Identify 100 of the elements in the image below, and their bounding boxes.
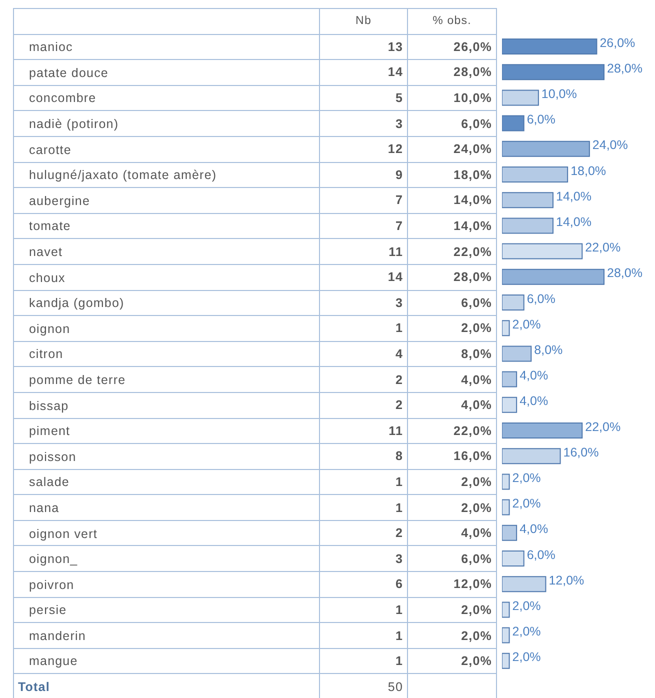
text: 16,0% — [563, 444, 599, 459]
data-label: 10,0% — [408, 85, 496, 111]
text: 2,0% — [512, 496, 541, 510]
text: 4,0% — [520, 394, 548, 408]
data-label: 6,0% — [408, 290, 496, 316]
text: 3 — [320, 290, 408, 316]
bar — [502, 601, 510, 618]
text: 2 — [320, 366, 408, 392]
bar — [502, 320, 510, 336]
text: 6 — [320, 572, 408, 598]
text: 14,0% — [556, 188, 592, 203]
data-label: 12,0% — [408, 572, 496, 598]
text: 4 — [320, 341, 408, 367]
y-tick-label: carotte — [29, 142, 72, 157]
text: 22,0% — [585, 240, 621, 254]
data-label: 6,0% — [408, 110, 496, 136]
data-label: 26,0% — [408, 34, 496, 60]
y-tick-label: manioc — [29, 40, 73, 54]
text: 18,0% — [570, 163, 606, 178]
bar — [502, 89, 539, 106]
text: 13 — [320, 34, 408, 60]
text: 2,0% — [512, 650, 541, 664]
text: 2,0% — [512, 470, 541, 485]
text: 2,0% — [512, 624, 541, 638]
bar — [502, 217, 554, 234]
bar — [502, 498, 510, 515]
bar — [502, 166, 568, 182]
text: 11 — [320, 238, 408, 264]
y-tick-label: navet — [29, 244, 63, 259]
y-tick-label: oignon_ — [29, 552, 78, 566]
text: 24,0% — [592, 138, 628, 152]
y-tick-label: bissap — [29, 398, 69, 413]
bar — [502, 422, 583, 438]
text: 6,0% — [526, 547, 556, 562]
y-tick-label: hulugné/jaxato (tomate amère) — [29, 168, 217, 182]
bar — [502, 345, 532, 362]
text: 8 — [320, 444, 408, 470]
y-tick-label: citron — [29, 347, 64, 362]
text: 4,0% — [520, 368, 548, 382]
text: 7 — [320, 213, 408, 239]
data-label: 14,0% — [408, 213, 496, 239]
text: Total — [14, 674, 320, 698]
text: 12,0% — [548, 572, 584, 587]
data-label: 16,0% — [408, 444, 496, 470]
y-tick-label: aubergine — [29, 194, 90, 208]
bar — [502, 140, 590, 156]
text: 5 — [320, 85, 408, 111]
bar — [502, 114, 524, 131]
text: 2 — [320, 392, 408, 418]
bar — [502, 38, 598, 54]
data-label: 2,0% — [408, 494, 496, 520]
data-label: 24,0% — [408, 136, 496, 162]
bar — [502, 396, 518, 412]
text: 14 — [320, 264, 408, 290]
y-tick-label: pomme de terre — [29, 372, 126, 387]
bar — [502, 192, 554, 208]
text: 3 — [320, 110, 408, 136]
text: 2,0% — [512, 598, 541, 613]
text: 2 — [320, 520, 408, 546]
text: % obs. — [408, 8, 496, 34]
text: 28,0% — [607, 266, 642, 280]
y-tick-label: choux — [29, 270, 66, 285]
text: 1 — [320, 469, 408, 495]
data-label: 2,0% — [408, 469, 496, 495]
data-label: 28,0% — [408, 60, 496, 86]
y-tick-label: tomate — [29, 219, 71, 234]
text: 14 — [320, 60, 408, 86]
data-label: 22,0% — [408, 418, 496, 444]
data-label: 4,0% — [408, 392, 496, 418]
data-label: 2,0% — [408, 648, 496, 674]
data-label: 4,0% — [408, 520, 496, 546]
text: 8,0% — [534, 342, 563, 357]
data-label: 2,0% — [408, 622, 496, 648]
bar — [502, 524, 518, 540]
bar — [502, 370, 518, 387]
y-tick-label: persie — [29, 603, 67, 618]
data-label: 22,0% — [408, 238, 496, 264]
y-tick-label: salade — [29, 475, 70, 490]
text: 9 — [320, 162, 408, 188]
text: 7 — [320, 188, 408, 214]
text: 6,0% — [526, 291, 556, 306]
y-tick-label: poivron — [29, 578, 74, 592]
y-tick-label: piment — [29, 424, 70, 438]
data-label: 14,0% — [408, 188, 496, 214]
bar — [502, 268, 604, 284]
bar — [502, 64, 604, 80]
text: 26,0% — [600, 35, 636, 50]
bar — [502, 242, 583, 259]
text: 1 — [320, 622, 408, 648]
text: 11 — [320, 418, 408, 444]
data-label: 4,0% — [408, 366, 496, 392]
bar — [502, 652, 510, 668]
data-label: 6,0% — [408, 546, 496, 572]
data-label: 28,0% — [408, 264, 496, 290]
text: 22,0% — [585, 419, 621, 434]
text: 1 — [320, 494, 408, 520]
y-tick-label: mangue — [29, 654, 78, 668]
y-tick-label: oignon vert — [29, 526, 98, 541]
text: 1 — [320, 316, 408, 342]
data-label: 18,0% — [408, 162, 496, 188]
